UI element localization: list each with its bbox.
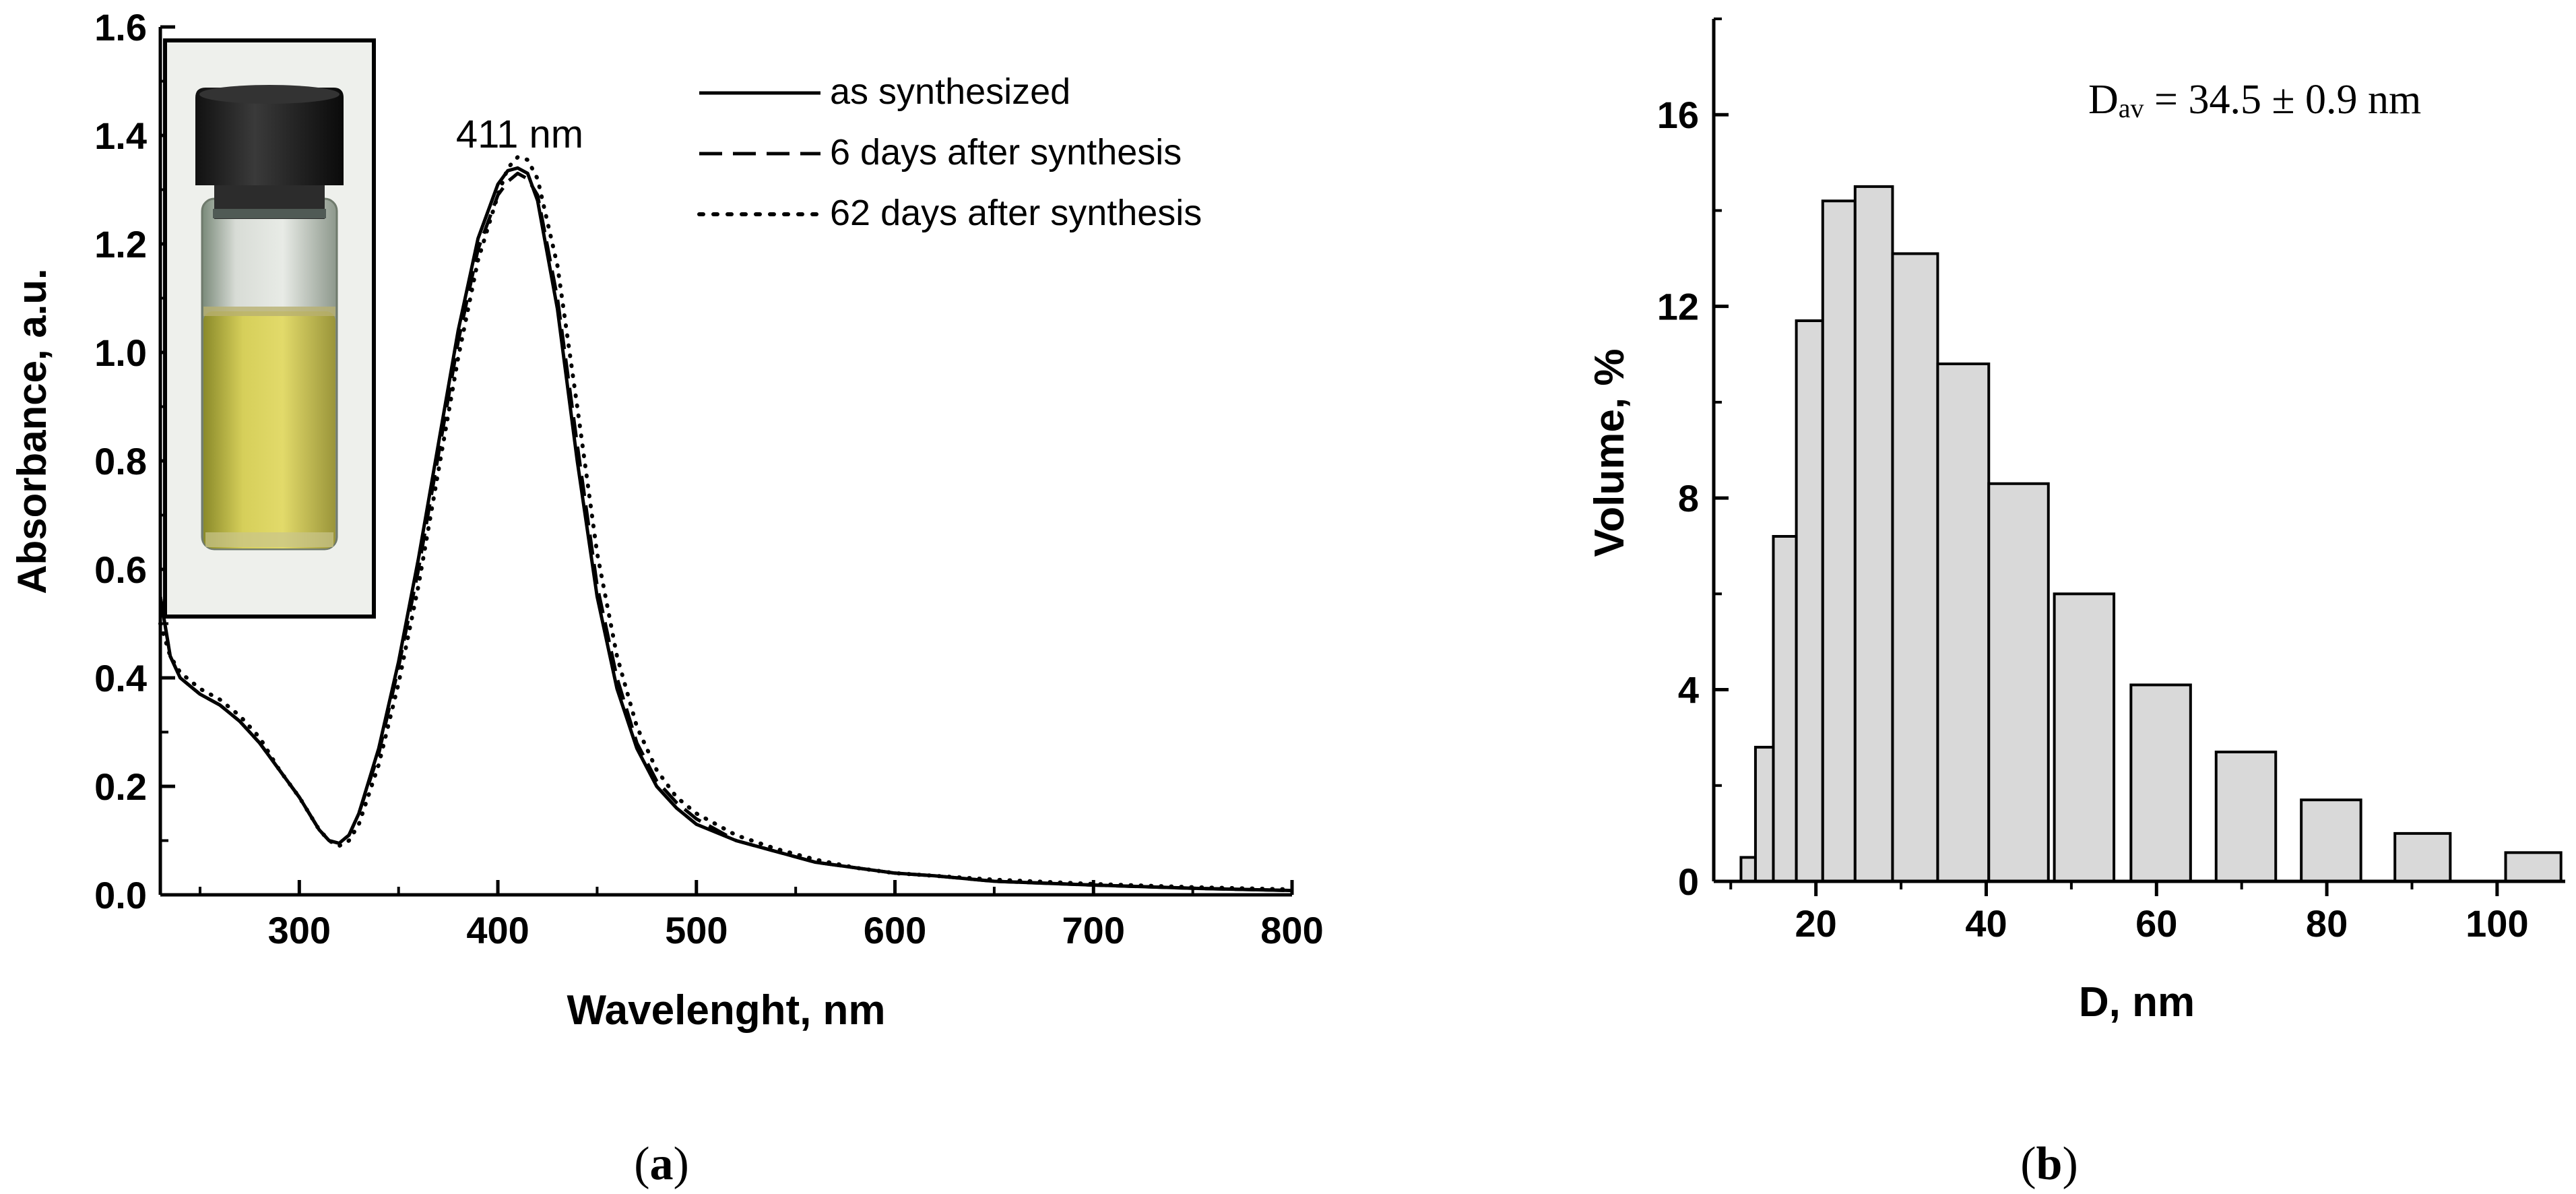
a-y-tick-label: 0.6 [94,548,147,591]
a-x-ticks: 300 400 500 600 700 800 [198,880,1324,951]
annotation-value: = 34.5 ± 0.9 nm [2144,77,2422,123]
a-y-tick-label: 1.2 [94,223,147,265]
b-histogram-bar [2393,831,2452,883]
a-legend: as synthesized 6 days after synthesis 62… [697,71,1202,233]
b-histogram-bar [1853,185,1894,883]
b-x-tick-label: 80 [2306,902,2348,945]
b-histogram-bar [1821,199,1857,883]
a-series-line-2 [158,155,1294,891]
b-histogram-bar [1987,482,2050,883]
b-x-tick-label: 20 [1795,902,1837,945]
legend-label-as-synthesized: as synthesized [830,71,1070,112]
a-y-axis-label: Absorbance, a.u. [9,268,55,594]
panel-b-caption-letter: b [2036,1138,2063,1190]
a-y-ticks: 0.0 0.2 0.4 0.6 0.8 1.0 1.2 1.4 1.6 [94,6,175,916]
a-x-axis-label: Wavelenght, nm [567,987,885,1034]
a-y-tick-label: 1.4 [94,115,147,157]
b-histogram-bar [2214,751,2278,883]
b-x-tick-label: 40 [1965,902,2007,945]
b-histogram-bar [1891,252,1939,883]
b-histogram-bar [1739,856,1757,883]
b-x-axis-label: D, nm [2079,979,2195,1026]
panel-b-caption: (b) [2020,1138,2078,1190]
a-y-tick-label: 1.6 [94,6,147,49]
a-y-tick-label: 0.2 [94,765,147,808]
b-histogram-bar [2300,798,2362,883]
annotation-subscript: av [2119,93,2144,123]
panel-a-caption-letter: a [650,1138,674,1190]
a-x-tick-label: 500 [665,909,728,951]
b-histogram-bar [1795,319,1824,883]
panel-a-caption: (a) [634,1138,689,1190]
b-x-tick-label: 60 [2135,902,2177,945]
b-x-ticks: 20 40 60 80 100 [1729,881,2529,945]
legend-label-62-days: 62 days after synthesis [830,193,1202,233]
legend-label-6-days: 6 days after synthesis [830,132,1182,172]
a-y-tick-label: 1.0 [94,332,147,374]
inset-vial-photo [163,38,376,619]
a-x-tick-label: 400 [466,909,529,951]
peak-annotation: 411 nm [456,113,583,156]
b-y-tick-label: 4 [1678,669,1699,712]
b-histogram-bar [1753,745,1775,883]
b-y-tick-label: 12 [1657,286,1699,328]
b-histogram-bar [2053,592,2116,883]
b-y-tick-label: 8 [1678,477,1699,520]
b-y-axis-label: Volume, % [1586,349,1633,557]
a-y-tick-label: 0.8 [94,440,147,482]
a-x-tick-label: 800 [1260,909,1323,951]
b-histogram-bar [1936,363,1991,883]
b-histogram-bar [2504,851,2563,883]
panel-a-absorbance-chart: 0.0 0.2 0.4 0.6 0.8 1.0 1.2 1.4 1.6 300 400 500 600… [9,6,1324,1190]
a-y-tick-label: 0.4 [94,657,147,699]
b-x-tick-label: 100 [2466,902,2528,945]
b-bars-group [1739,185,2563,883]
b-y-tick-label: 0 [1678,860,1699,903]
a-y-tick-label: 0.0 [94,874,147,916]
a-x-tick-label: 600 [864,909,926,951]
a-series-group [158,155,1294,893]
a-x-tick-label: 700 [1062,909,1125,951]
b-histogram-bar [2129,683,2192,883]
mean-diameter-annotation: Dav = 34.5 ± 0.9 nm [2088,77,2421,123]
b-y-tick-label: 16 [1657,94,1699,136]
annotation-d: D [2088,77,2119,123]
b-y-ticks: 0 4 8 12 16 [1657,18,1729,903]
a-x-tick-label: 300 [268,909,331,951]
b-histogram-bar [1772,535,1798,883]
